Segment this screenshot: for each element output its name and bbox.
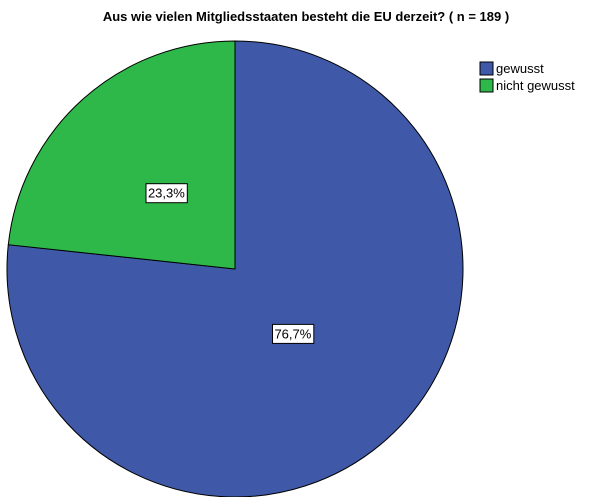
pie-slice-nicht-gewusst <box>7 40 236 270</box>
legend-label-nicht-gewusst: nicht gewusst <box>496 78 575 93</box>
pie-slice-gewusst <box>6 40 464 497</box>
legend-swatch-gewusst <box>479 61 494 76</box>
data-label-box <box>145 183 188 204</box>
legend-swatch-nicht-gewusst <box>479 78 494 93</box>
data-label-gewusst: 76,7% <box>272 323 315 344</box>
data-label-text: 76,7% <box>274 326 311 341</box>
data-label-text: 23,3% <box>148 186 185 201</box>
legend-label-gewusst: gewusst <box>496 61 544 76</box>
legend: gewusst nicht gewusst <box>479 61 575 93</box>
chart-title: Aus wie vielen Mitgliedsstaaten besteht … <box>103 9 509 24</box>
data-label-nicht-gewusst: 23,3% <box>145 183 188 204</box>
pie-data-labels: 76,7% 23,3% <box>145 183 315 344</box>
pie-slices <box>6 40 464 497</box>
data-label-box <box>272 323 315 344</box>
